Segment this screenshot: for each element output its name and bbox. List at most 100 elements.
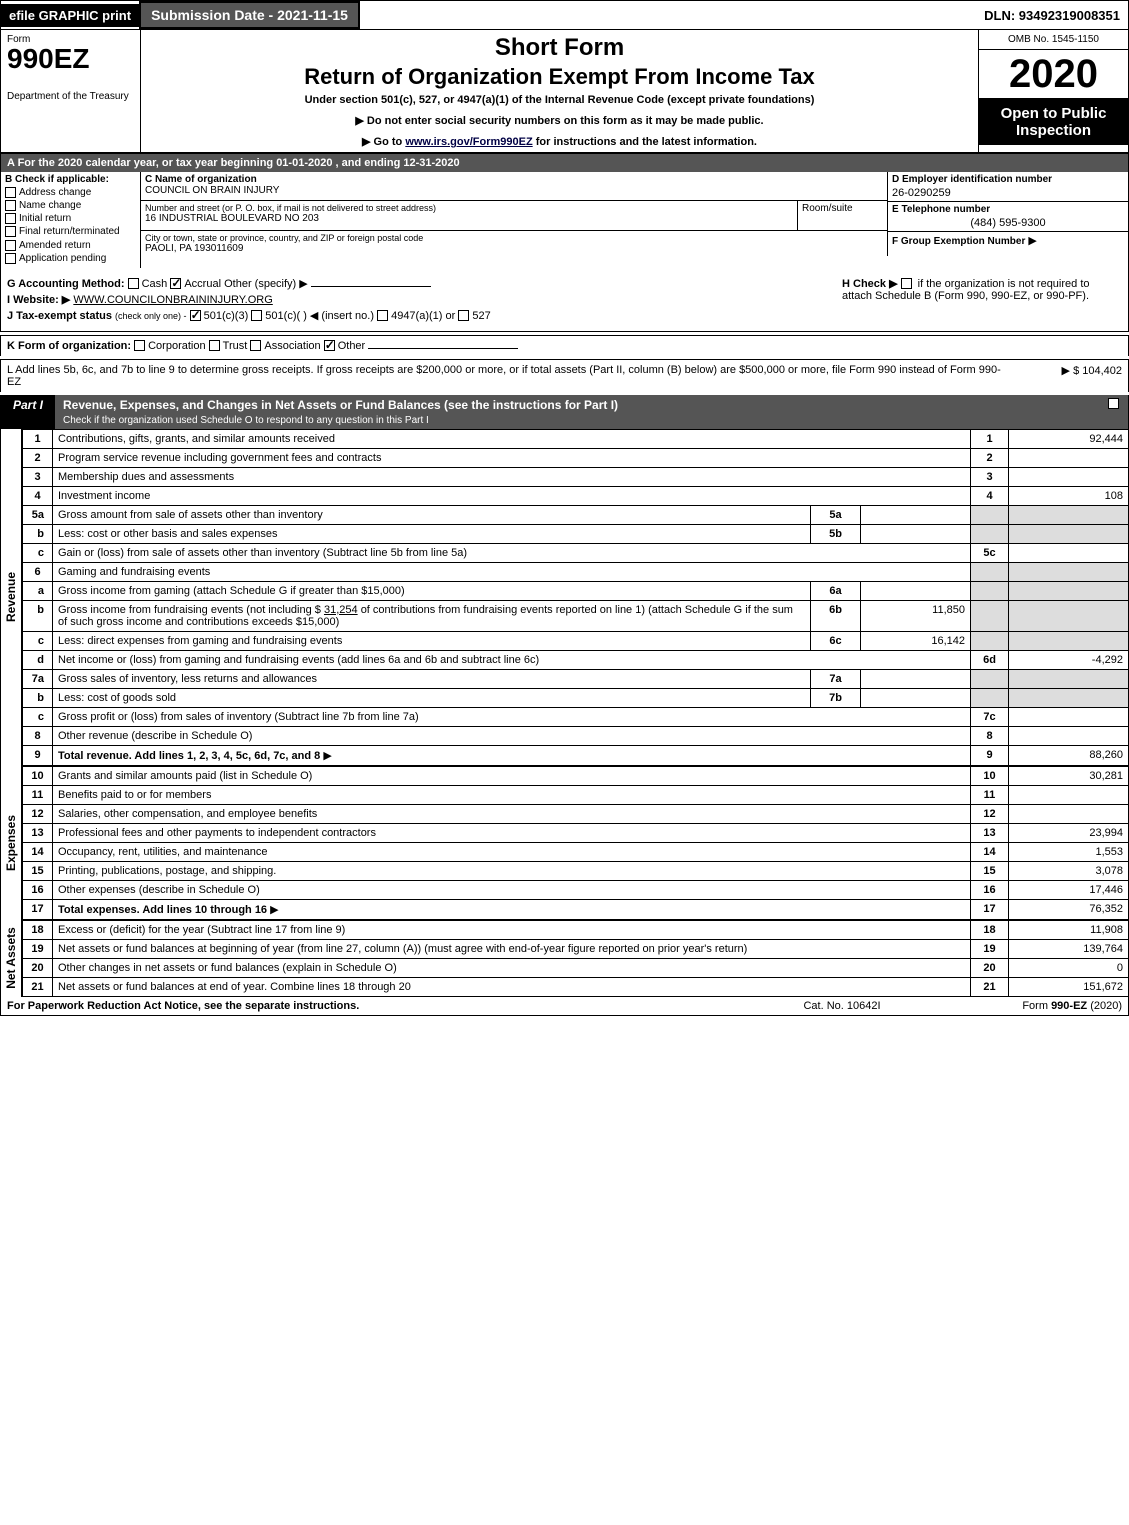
b-item-label: Name change [19,200,81,211]
j-527: 527 [472,310,490,322]
line-desc: Gross profit or (loss) from sales of inv… [58,711,419,723]
g-other-input[interactable] [311,286,431,287]
arrow-icon [323,750,331,762]
checkbox-icon[interactable] [128,278,139,289]
k-label: K Form of organization: [7,340,131,352]
line-6b-pre: Gross income from fundraising events (no… [58,604,321,616]
open-public: Open to Public Inspection [979,99,1128,145]
arrow-icon: ▶ [1028,235,1036,247]
c-addr-block: Number and street (or P. O. box, if mail… [141,201,798,231]
vlabel-revenue-text: Revenue [4,572,18,622]
line-6b: bGross income from fundraising events (n… [23,600,1129,631]
bar-a-tax-year: A For the 2020 calendar year, or tax yea… [0,154,1129,172]
l-gross-receipts: L Add lines 5b, 6c, and 7b to line 9 to … [0,359,1129,392]
checkbox-icon[interactable] [251,310,262,321]
expenses-body: Expenses 10Grants and similar amounts pa… [0,766,1129,920]
subbox: 5a [811,505,861,524]
line-7c: cGross profit or (loss) from sales of in… [23,707,1129,726]
checkbox-icon[interactable] [134,340,145,351]
checkbox-checked-icon[interactable] [1108,398,1119,409]
checkbox-icon[interactable] [377,310,388,321]
line-12: 12Salaries, other compensation, and empl… [23,804,1129,823]
c-addr-label: Number and street (or P. O. box, if mail… [145,203,793,213]
line-desc: Net assets or fund balances at beginning… [58,943,747,955]
subamt: 11,850 [861,600,971,631]
subbox: 6a [811,581,861,600]
b-final-return[interactable]: Final return/terminated [5,226,136,237]
line-8: 8Other revenue (describe in Schedule O)8 [23,726,1129,745]
line-desc: Gross income from gaming (attach Schedul… [58,585,405,597]
line-desc: Printing, publications, postage, and shi… [58,865,276,877]
g-accounting: G Accounting Method: Cash Accrual Other … [7,277,842,290]
line-amount: 76,352 [1009,899,1129,919]
j-label: J Tax-exempt status [7,310,112,322]
line-6b-amt: 31,254 [324,604,358,616]
c-city-label: City or town, state or province, country… [145,233,883,243]
part1-header: Part I Revenue, Expenses, and Changes in… [0,395,1129,429]
expenses-table: 10Grants and similar amounts paid (list … [22,766,1129,920]
footer-form-bold: 990-EZ [1051,1000,1087,1012]
g-other: Other (specify) ▶ [224,278,308,290]
footer-catno: Cat. No. 10642I [742,1000,942,1012]
top-bar: efile GRAPHIC print Submission Date - 20… [0,0,1129,30]
j-4947a1: 4947(a)(1) or [391,310,455,322]
line-desc: Gaming and fundraising events [58,566,210,578]
line-desc: Program service revenue including govern… [58,452,381,464]
part1-title: Revenue, Expenses, and Changes in Net As… [55,395,1102,429]
part1-check [1102,395,1128,429]
line-5c: cGain or (loss) from sale of assets othe… [23,543,1129,562]
checkbox-icon[interactable] [209,340,220,351]
submission-date: Submission Date - 2021-11-15 [139,1,360,29]
line-16: 16Other expenses (describe in Schedule O… [23,880,1129,899]
section-cde: C Name of organization COUNCIL ON BRAIN … [141,172,1128,268]
checkbox-icon[interactable] [250,340,261,351]
g-label: G Accounting Method: [7,278,125,290]
line-6d: dNet income or (loss) from gaming and fu… [23,650,1129,669]
netassets-table-wrap: 18Excess or (deficit) for the year (Subt… [22,920,1129,997]
netassets-table: 18Excess or (deficit) for the year (Subt… [22,920,1129,997]
part1-title-text: Revenue, Expenses, and Changes in Net As… [63,398,618,412]
part1-body: Revenue 1Contributions, gifts, grants, a… [0,429,1129,766]
line-amount [1009,467,1129,486]
subbox: 7a [811,669,861,688]
irs-link[interactable]: www.irs.gov/Form990EZ [405,136,532,148]
line-amount: 1,553 [1009,842,1129,861]
line-amount [1009,726,1129,745]
line-amount: 139,764 [1009,939,1129,958]
line-15: 15Printing, publications, postage, and s… [23,861,1129,880]
dln-number: DLN: 93492319008351 [976,4,1128,27]
i-website-value[interactable]: WWW.COUNCILONBRAININJURY.ORG [73,294,272,306]
line-amount: 0 [1009,958,1129,977]
checkbox-icon[interactable] [458,310,469,321]
c-name-label: C Name of organization [145,174,883,185]
k-trust: Trust [223,340,248,352]
footer-form-prefix: Form [1022,1000,1051,1012]
checkbox-checked-icon[interactable] [324,340,335,351]
line-desc: Investment income [58,490,150,502]
d-ein-value: 26-0290259 [892,187,1124,199]
vlabel-expenses: Expenses [0,766,22,920]
b-initial-return[interactable]: Initial return [5,213,136,224]
line-desc: Less: direct expenses from gaming and fu… [58,635,342,647]
efile-label[interactable]: efile GRAPHIC print [1,4,139,27]
b-address-change[interactable]: Address change [5,187,136,198]
line-desc: Gross amount from sale of assets other t… [58,509,323,521]
checkbox-checked-icon[interactable] [170,278,181,289]
do-not-enter: ▶ Do not enter social security numbers o… [147,114,972,127]
line-21: 21Net assets or fund balances at end of … [23,977,1129,996]
line-amount [1009,804,1129,823]
c-city-block: City or town, state or province, country… [141,231,888,256]
e-tel-label: E Telephone number [892,204,1124,215]
b-amended-return[interactable]: Amended return [5,240,136,251]
vlabel-netassets-text: Net Assets [4,928,18,990]
b-application-pending[interactable]: Application pending [5,253,136,264]
k-other-input[interactable] [368,348,518,349]
b-name-change[interactable]: Name change [5,200,136,211]
line-desc: Benefits paid to or for members [58,789,211,801]
footer-formno: Form 990-EZ (2020) [942,1000,1122,1012]
checkbox-icon[interactable] [901,278,912,289]
line-amount: 88,260 [1009,745,1129,765]
subamt [861,688,971,707]
footer-form-suffix: (2020) [1087,1000,1122,1012]
checkbox-checked-icon[interactable] [190,310,201,321]
